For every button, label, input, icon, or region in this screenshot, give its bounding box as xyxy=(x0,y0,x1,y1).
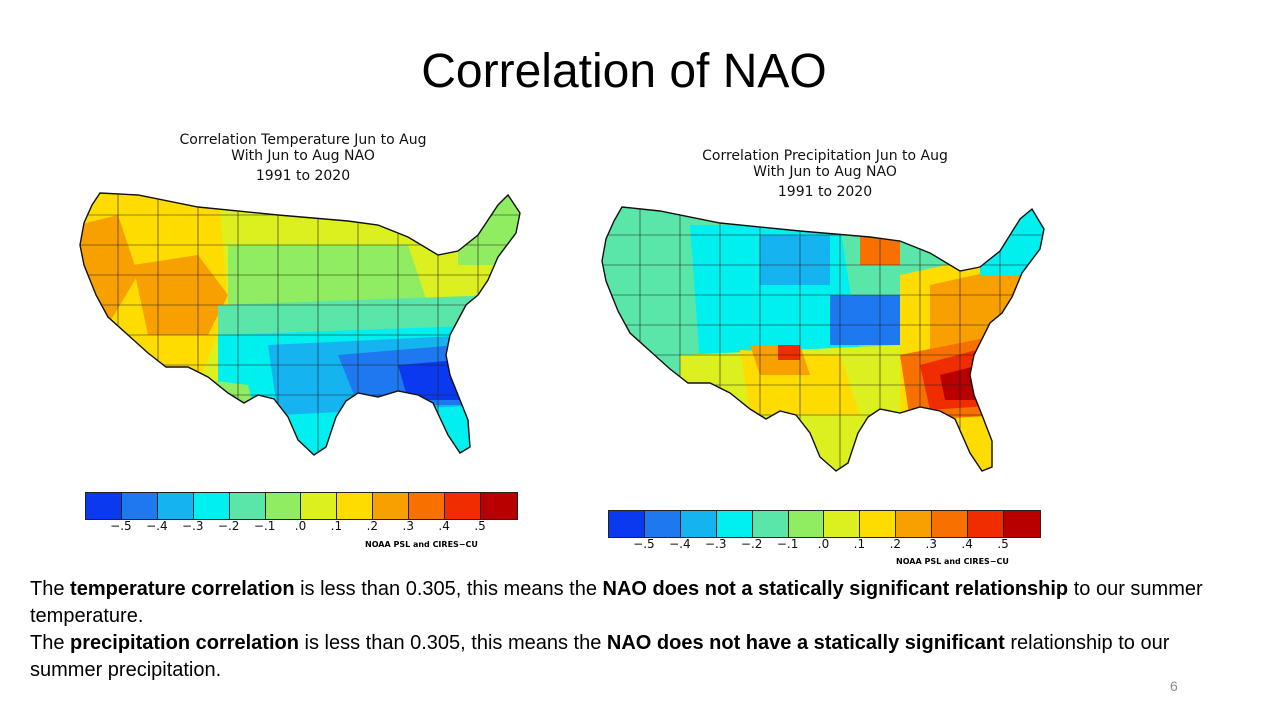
p2-bold-1: precipitation correlation xyxy=(70,632,299,654)
colorbar-swatch xyxy=(301,493,338,519)
p1-bold-1: temperature correlation xyxy=(70,578,295,600)
p2-bold-2: NAO does not have a statically significa… xyxy=(606,632,1005,654)
colorbar-swatch xyxy=(680,511,717,537)
p2-text-3: relationship to our summer precipitation… xyxy=(30,632,1170,681)
p2-text-1: The xyxy=(30,632,71,654)
colorbar-tick-label: −.1 xyxy=(253,519,276,533)
colorbar-swatch xyxy=(752,511,789,537)
colorbar-tick-label: .1 xyxy=(330,519,343,533)
colorbar-tick-label: .0 xyxy=(817,537,830,551)
colorbar-swatch xyxy=(229,493,266,519)
temperature-map-title-line1: Correlation Temperature Jun to Aug xyxy=(179,132,427,148)
precipitation-map-title-line1: Correlation Precipitation Jun to Aug xyxy=(702,148,948,164)
colorbar-swatch xyxy=(409,493,446,519)
precipitation-colorbar xyxy=(608,510,1041,538)
colorbar-tick-label: .3 xyxy=(925,537,937,551)
temperature-map-credit: NOAA PSL and CIRES−CU xyxy=(365,540,478,549)
colorbar-swatch xyxy=(860,511,897,537)
temperature-map-title: Correlation Temperature Jun to Aug With … xyxy=(148,132,458,184)
temperature-colorbar xyxy=(85,492,518,520)
precipitation-conclusion: The precipitation correlation is less th… xyxy=(30,630,1230,684)
colorbar-swatch xyxy=(896,511,933,537)
colorbar-tick-label: −.5 xyxy=(633,537,655,551)
temperature-map-title-line2: With Jun to Aug NAO xyxy=(231,148,375,164)
colorbar-tick-label: −.3 xyxy=(704,537,727,551)
colorbar-swatch xyxy=(824,511,861,537)
colorbar-swatch xyxy=(644,511,681,537)
temperature-colorbar-ticks: −.5 −.4 −.3 −.2 −.1 .0 .1 .2 .3 .4 .5 xyxy=(85,519,516,535)
colorbar-swatch xyxy=(480,493,517,519)
precipitation-map-credit: NOAA PSL and CIRES−CU xyxy=(896,557,1009,566)
p1-text-1: The xyxy=(30,578,71,600)
colorbar-swatch xyxy=(121,493,158,519)
colorbar-swatch xyxy=(445,493,481,519)
colorbar-swatch xyxy=(337,493,374,519)
colorbar-tick-label: −.1 xyxy=(776,537,799,551)
colorbar-tick-label: .2 xyxy=(366,519,379,533)
colorbar-tick-label: .5 xyxy=(474,519,486,533)
colorbar-swatch xyxy=(609,511,645,537)
temperature-map-title-line3: 1991 to 2020 xyxy=(255,168,351,184)
colorbar-tick-label: .1 xyxy=(853,537,866,551)
p1-text-3: to our summer temperature. xyxy=(30,578,1203,627)
precipitation-map-title-line2: With Jun to Aug NAO xyxy=(753,164,897,180)
colorbar-swatch xyxy=(968,511,1004,537)
precipitation-colorbar-ticks: −.5 −.4 −.3 −.2 −.1 .0 .1 .2 .3 .4 .5 xyxy=(608,537,1039,553)
slide-body-text: The temperature correlation is less than… xyxy=(30,576,1230,684)
colorbar-tick-label: .2 xyxy=(889,537,902,551)
colorbar-swatch xyxy=(157,493,194,519)
colorbar-tick-label: .0 xyxy=(294,519,307,533)
p2-text-2: is less than 0.305, this means the xyxy=(298,632,607,654)
precipitation-correlation-map xyxy=(601,206,1045,472)
colorbar-tick-label: −.4 xyxy=(146,519,168,533)
slide-title: Correlation of NAO xyxy=(421,45,827,98)
p1-bold-2: NAO does not a statically significant re… xyxy=(602,578,1069,600)
precipitation-map-title-line3: 1991 to 2020 xyxy=(777,184,873,200)
colorbar-swatch xyxy=(1003,511,1040,537)
colorbar-tick-label: −.3 xyxy=(181,519,204,533)
page-number: 6 xyxy=(1170,678,1178,694)
colorbar-tick-label: .5 xyxy=(997,537,1009,551)
colorbar-tick-label: −.5 xyxy=(110,519,132,533)
colorbar-tick-label: .4 xyxy=(438,519,450,533)
colorbar-tick-label: −.2 xyxy=(217,519,240,533)
colorbar-swatch xyxy=(373,493,410,519)
temperature-correlation-map xyxy=(79,192,521,456)
colorbar-swatch xyxy=(932,511,969,537)
p1-text-2: is less than 0.305, this means the xyxy=(294,578,603,600)
precipitation-map-title: Correlation Precipitation Jun to Aug Wit… xyxy=(670,148,980,200)
colorbar-swatch xyxy=(265,493,302,519)
colorbar-tick-label: −.4 xyxy=(669,537,691,551)
temperature-conclusion: The temperature correlation is less than… xyxy=(30,576,1230,630)
colorbar-tick-label: −.2 xyxy=(740,537,763,551)
colorbar-tick-label: .4 xyxy=(961,537,973,551)
colorbar-swatch xyxy=(788,511,825,537)
colorbar-swatch xyxy=(716,511,753,537)
colorbar-swatch xyxy=(86,493,122,519)
colorbar-swatch xyxy=(193,493,230,519)
colorbar-tick-label: .3 xyxy=(402,519,414,533)
